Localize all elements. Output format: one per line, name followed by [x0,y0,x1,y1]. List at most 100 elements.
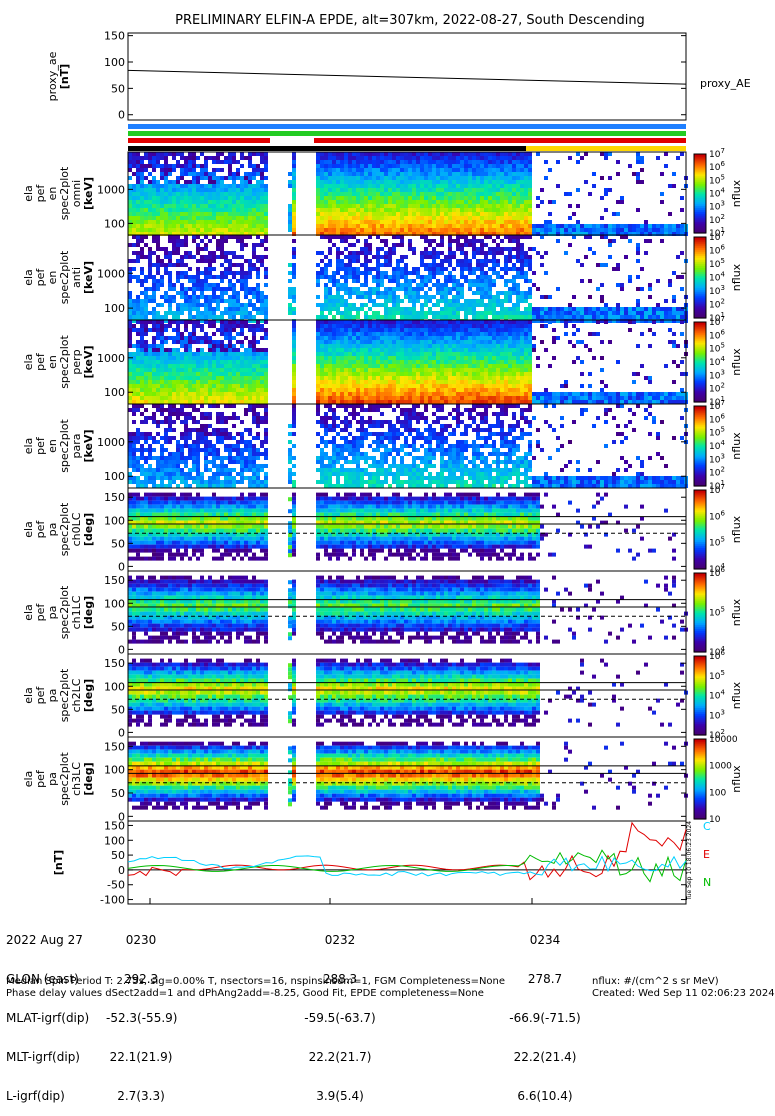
cell [508,192,512,196]
cell [344,188,348,192]
cell [224,228,228,232]
cell [136,216,140,220]
cell [264,235,268,239]
cell [512,152,516,156]
cell [216,212,220,216]
cell [144,220,148,224]
cell [236,188,240,192]
cell [188,251,192,255]
cell [416,172,420,176]
cell [240,208,244,212]
cell [496,172,500,176]
cell [368,220,372,224]
cell [256,164,260,168]
cell [340,212,344,216]
cell [568,228,572,232]
cell [440,239,444,243]
cell [528,224,532,228]
cell [416,275,420,279]
cell [192,188,196,192]
cell [156,184,160,188]
cell [244,156,248,160]
cell [500,196,504,200]
cell [252,224,256,228]
cell [504,172,508,176]
cell [408,299,412,303]
cell [636,228,640,232]
cell [332,208,336,212]
cell [408,164,412,168]
cell [244,220,248,224]
cell [328,204,332,208]
cell [436,283,440,287]
cell [172,192,176,196]
cell [336,156,340,160]
cell [216,156,220,160]
cell [236,200,240,204]
cell [392,212,396,216]
cell [144,212,148,216]
cell [484,204,488,208]
cell [448,152,452,156]
cell [188,303,192,307]
cell [288,228,292,232]
cell [516,188,520,192]
cell [212,168,216,172]
cell [416,299,420,303]
cell [412,184,416,188]
cell [192,315,196,319]
cell [664,164,668,168]
cell [528,212,532,216]
cell [324,228,328,232]
cell [392,208,396,212]
cell [352,172,356,176]
cell [664,228,668,232]
cell [204,295,208,299]
cell [396,176,400,180]
cell [432,156,436,160]
cell [404,220,408,224]
cell [468,263,472,267]
cell [232,188,236,192]
cell [400,156,404,160]
cell [220,279,224,283]
cell [424,156,428,160]
cell [460,275,464,279]
cell [492,176,496,180]
cell [192,275,196,279]
cell [444,188,448,192]
cell [484,295,488,299]
cell [404,315,408,319]
cell [420,192,424,196]
cell [180,307,184,311]
cell [204,315,208,319]
cell [468,196,472,200]
cell [224,307,228,311]
cell [568,192,572,196]
cell [508,247,512,251]
cell [144,176,148,180]
cell [196,295,200,299]
cell [192,307,196,311]
cell [340,200,344,204]
cell [208,228,212,232]
cell [448,307,452,311]
cell [228,299,232,303]
cell [440,291,444,295]
cell [344,176,348,180]
cell [328,259,332,263]
cell [424,188,428,192]
cell [184,271,188,275]
cell [444,279,448,283]
cell [484,164,488,168]
cell [388,156,392,160]
cell [420,160,424,164]
cell [464,239,468,243]
cell [348,251,352,255]
cell [372,220,376,224]
cell [208,259,212,263]
cell [452,160,456,164]
cell [192,291,196,295]
cell [196,279,200,283]
cell [428,172,432,176]
